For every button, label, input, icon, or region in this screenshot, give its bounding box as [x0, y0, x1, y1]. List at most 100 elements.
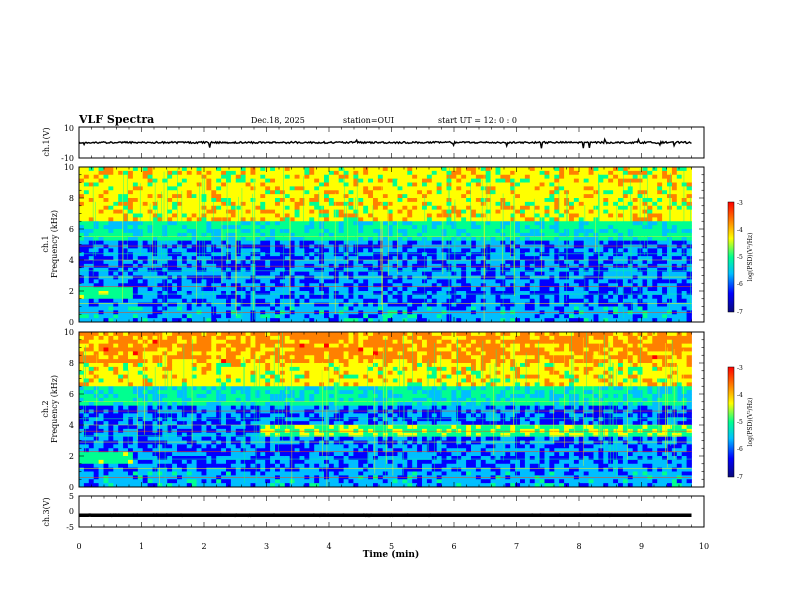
spectrogram-cell: [632, 178, 638, 183]
spectrogram-cell: [588, 244, 594, 249]
spectrogram-cell: [353, 205, 359, 211]
spectrogram-cell: [314, 267, 320, 273]
spectrogram-cell: [441, 260, 447, 265]
spectrogram-cell: [676, 182, 683, 187]
spectrogram-cell: [642, 186, 648, 191]
spectrogram-cell: [485, 205, 491, 211]
spectrogram-cell: [353, 232, 359, 238]
spectrogram-cell: [260, 201, 266, 207]
spectrogram-cell: [382, 306, 389, 311]
spectrogram-cell: [294, 170, 300, 176]
spectrogram-cell: [662, 205, 668, 211]
spectrogram-cell: [461, 205, 467, 211]
spectrogram-cell: [588, 186, 594, 191]
spectrogram-cell: [662, 275, 668, 280]
spectrogram-cell: [270, 182, 276, 187]
spectrogram-cell: [304, 287, 310, 292]
spectrogram-cell: [324, 182, 330, 187]
spectrogram-cell: [544, 167, 550, 172]
spectrogram-cell: [363, 252, 369, 257]
spectrogram-cell: [578, 279, 585, 284]
spectrogram-cell: [588, 225, 594, 230]
spectrogram-cell: [671, 267, 678, 273]
spectrogram-cell: [534, 209, 540, 214]
spectrogram-cell: [686, 182, 692, 187]
spectrogram-cell: [324, 294, 330, 300]
spectrogram-cell: [255, 252, 261, 257]
spectrogram-cell: [598, 275, 604, 280]
spectrogram-cell: [544, 275, 550, 280]
spectrogram-cell: [211, 267, 217, 273]
spectrogram-cell: [622, 314, 629, 319]
spectrogram-cell: [657, 232, 663, 238]
spectrogram-cell: [128, 170, 134, 176]
spectrogram-cell: [191, 283, 197, 288]
spectrogram-cell: [529, 213, 536, 218]
spectrogram-cell: [137, 260, 144, 265]
spectrogram-cell: [387, 213, 393, 218]
spectrogram-cell: [201, 256, 207, 261]
spectrogram-cell: [466, 174, 472, 180]
spectrogram-cell: [98, 167, 104, 172]
spectrogram-cell: [559, 294, 565, 300]
spectrogram-cell: [221, 229, 227, 234]
spectrogram-cell: [627, 306, 634, 311]
spectrogram-cell: [539, 267, 545, 273]
spectrogram-cell: [520, 209, 526, 214]
spectrogram-cell: [618, 283, 624, 288]
spectrogram-cell: [554, 256, 560, 261]
spectrogram-cell: [324, 178, 330, 183]
spectrogram-cell: [397, 256, 403, 261]
spectrogram-cell: [407, 213, 413, 218]
spectrogram-cell: [333, 209, 340, 214]
spectrogram-cell: [412, 252, 418, 257]
spectrogram-cell: [451, 201, 457, 207]
spectrogram-cell: [622, 182, 629, 187]
spectrogram-cell: [608, 302, 614, 307]
spectrogram-cell: [226, 291, 232, 296]
spectrogram-cell: [618, 318, 624, 323]
spectrogram-cell: [676, 267, 683, 273]
spectrogram-cell: [289, 248, 295, 253]
spectrogram-cell: [157, 217, 163, 222]
spectrogram-cell: [544, 291, 550, 296]
spectrogram-cell: [632, 306, 638, 311]
spectrogram-cell: [549, 271, 555, 276]
spectrogram-cell: [186, 186, 193, 191]
spectrogram-cell: [373, 205, 379, 211]
spectrogram-cell: [466, 271, 472, 276]
spectrogram-cell: [181, 217, 188, 222]
spectrogram-cell: [377, 167, 384, 172]
spectrogram-cell: [647, 178, 653, 183]
spectrogram-cell: [245, 256, 251, 261]
spectrogram-cell: [387, 267, 393, 273]
spectrogram-cell: [671, 275, 678, 280]
spectrogram-cell: [515, 201, 521, 207]
spectrogram-cell: [510, 178, 516, 183]
spectrogram-cell: [593, 252, 599, 257]
spectrogram-cell: [235, 283, 242, 288]
spectrogram-cell: [353, 167, 359, 172]
spectrogram-cell: [524, 236, 531, 242]
spectrogram-cell: [618, 298, 624, 304]
spectrogram-cell: [392, 194, 398, 199]
spectrogram-cell: [573, 275, 580, 280]
spectrogram-cell: [480, 232, 487, 238]
spectrogram-cell: [598, 221, 604, 226]
spectrogram-cell: [451, 260, 457, 265]
spectrogram-cell: [632, 174, 638, 180]
spectrogram-cell: [279, 287, 286, 292]
spectrogram-cell: [397, 167, 403, 172]
spectrogram-cell: [485, 240, 491, 245]
spectrogram-cell: [662, 252, 668, 257]
spectrogram-cell: [221, 267, 227, 273]
spectrogram-cell: [191, 186, 197, 191]
spectrogram-cell: [186, 298, 193, 304]
spectrogram-cell: [157, 186, 163, 191]
spectrogram-cell: [284, 318, 291, 323]
spectrogram-cell: [461, 302, 467, 307]
spectrogram-cell: [152, 167, 158, 172]
spectrogram-cell: [446, 225, 452, 230]
spectrogram-cell: [358, 275, 364, 280]
spectrogram-cell: [162, 302, 168, 307]
